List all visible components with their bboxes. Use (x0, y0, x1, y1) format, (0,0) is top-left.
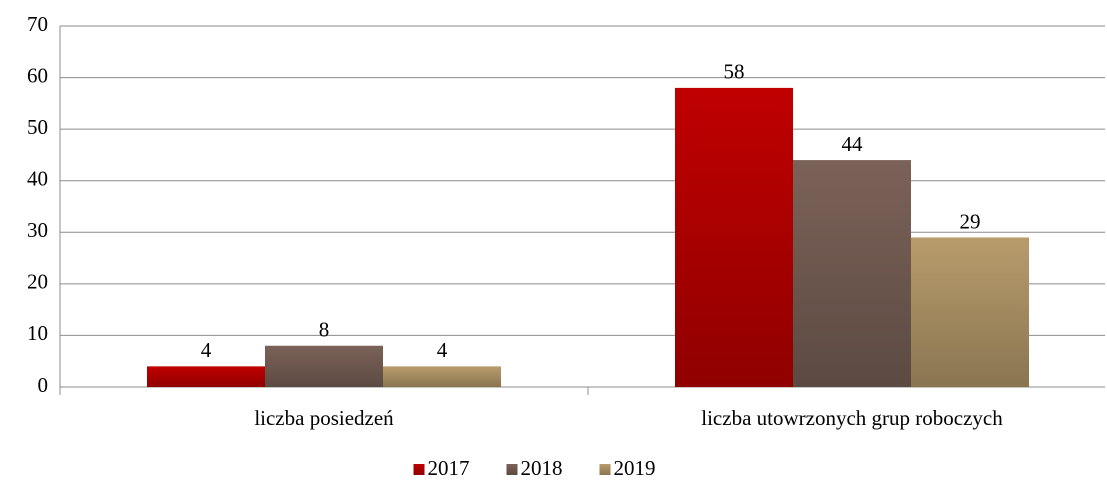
legend-label: 2019 (614, 456, 656, 480)
bar (265, 345, 383, 387)
data-label: 44 (842, 132, 864, 156)
legend-label: 2018 (521, 456, 563, 480)
bar (911, 237, 1029, 387)
data-label: 29 (960, 209, 981, 233)
bar (383, 366, 501, 387)
bar (793, 160, 911, 387)
legend-swatch (413, 464, 425, 475)
y-tick-label: 70 (27, 12, 48, 36)
bar (147, 366, 265, 387)
y-tick-label: 40 (27, 167, 48, 191)
legend-swatch (506, 464, 518, 475)
y-tick-label: 50 (27, 115, 48, 139)
y-tick-label: 0 (38, 373, 49, 397)
y-tick-label: 10 (27, 321, 48, 345)
y-tick-label: 20 (27, 270, 48, 294)
data-label: 58 (724, 60, 745, 84)
legend-label: 2017 (428, 456, 470, 480)
x-tick-label: liczba posiedzeń (254, 406, 394, 430)
y-tick-label: 30 (27, 218, 48, 242)
data-label: 8 (319, 318, 330, 342)
x-tick-label: liczba utowrzonych grup roboczych (701, 406, 1003, 430)
data-label: 4 (437, 338, 448, 362)
legend-swatch (599, 464, 611, 475)
data-label: 4 (201, 338, 212, 362)
bar (675, 87, 793, 387)
y-tick-label: 60 (27, 63, 48, 87)
